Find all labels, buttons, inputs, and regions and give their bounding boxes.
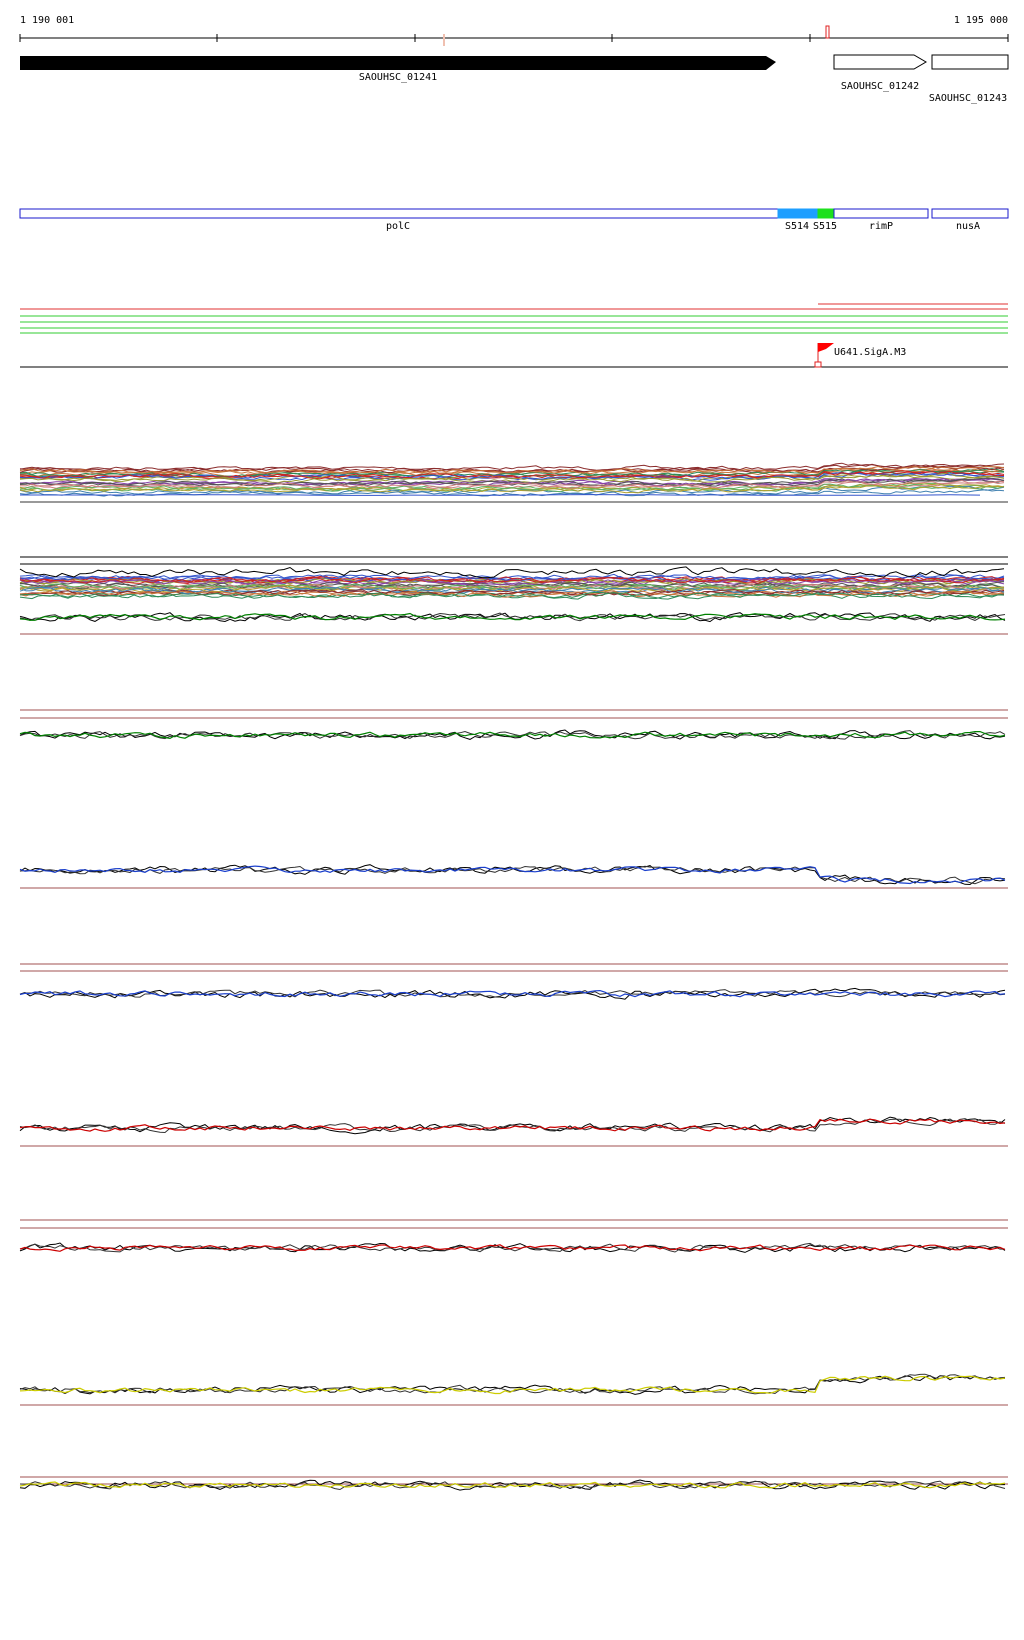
sample-line [19,590,1005,598]
replicate-line [19,1242,1006,1253]
sample-line [19,589,1005,597]
ruler-end-label: 1 195 000 [954,15,1008,26]
gene-arrow-filled[interactable] [20,56,776,70]
coordinate-ruler: 1 190 001 1 195 000 [19,15,1009,46]
segment-s514[interactable] [777,208,819,219]
sample-line [19,592,1005,600]
segment-nusa[interactable] [931,208,1009,219]
replicate-line [19,1374,1006,1395]
gene-arrow-outline[interactable] [833,54,927,70]
sample-line [19,485,1005,494]
profile-line [19,865,1006,885]
profile-line [19,1118,1006,1132]
promoter-marker [814,361,822,368]
sample-line [19,465,1005,474]
profile-line [19,612,1006,621]
sample-line [19,477,1005,487]
replicate-line [19,864,1006,886]
sample-line [19,470,1005,480]
profile-tracks [19,612,1008,1491]
profile-line [19,730,1006,740]
transcript-lines-track [20,303,1008,334]
sample-line [19,468,1005,478]
gene-label: SAOUHSC_01243 [929,93,1007,104]
gene-label: SAOUHSC_01242 [841,81,919,92]
profile-line [19,989,1006,998]
sample-line [19,478,1005,487]
profile-line [19,1375,1006,1395]
multi-sample-track-1 [19,462,1005,497]
promoter-label: U641.SigA.M3 [834,347,906,358]
segment-label: polC [386,221,410,232]
sample-line [19,577,1005,586]
gene-track: SAOUHSC_01241 SAOUHSC_01242 SAOUHSC_0124… [20,54,1009,104]
replicate-line [19,865,1006,885]
gene-label: SAOUHSC_01241 [359,72,437,83]
promoter-track: U641.SigA.M3 [20,343,1008,368]
segment-label: nusA [956,221,980,232]
segment-s515[interactable] [817,208,835,219]
replicate-line [19,612,1006,623]
sample-line [19,584,1005,593]
replicate-line [19,989,1006,998]
ruler-red-marker [825,25,830,39]
profile-line [19,1244,1006,1252]
sample-line [19,485,1005,495]
sample-line [19,479,1005,489]
sample-line [19,591,1005,600]
segment-label: rimP [869,221,893,232]
segment-label: S515 [813,221,837,232]
replicate-line [19,730,1006,740]
sample-line [19,586,1005,595]
segment-rimp[interactable] [833,208,929,219]
segment-polc[interactable] [19,208,779,219]
sample-line [19,576,1005,584]
profile-line [19,1481,1006,1489]
promoter-flag-icon[interactable] [818,343,834,352]
sample-line [20,494,981,496]
sample-line [19,566,1005,579]
segment-label: S514 [785,221,809,232]
gene-box-outline[interactable] [931,54,1009,70]
segment-track: polC S514 S515 rimP nusA [19,208,1009,232]
ruler-start-label: 1 190 001 [20,15,74,26]
replicate-line [19,1118,1006,1134]
multi-sample-track-2 [19,566,1005,600]
